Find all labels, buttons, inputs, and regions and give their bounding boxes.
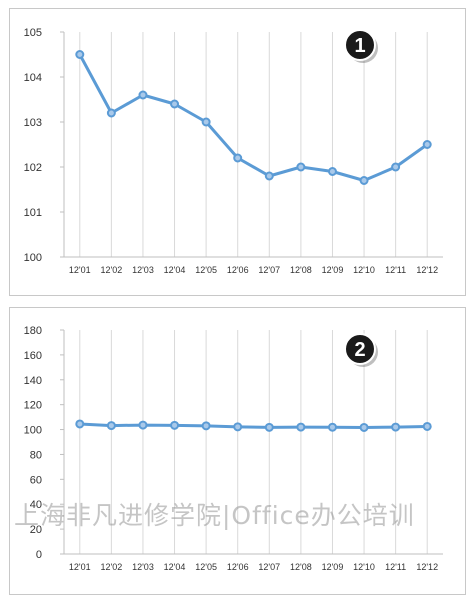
watermark-text: 上海非凡进修学院|Office办公培训	[14, 501, 415, 530]
data-point	[75, 419, 85, 429]
data-point	[296, 422, 306, 432]
y-tick-label: 60	[30, 474, 42, 486]
series-line	[79, 422, 428, 429]
y-tick-label: 104	[24, 72, 42, 84]
series-line	[78, 53, 429, 182]
data-point	[138, 90, 148, 100]
y-tick-label: 100	[24, 425, 42, 437]
x-tick-label: 12'07	[258, 562, 280, 572]
y-tick-label: 103	[24, 117, 42, 129]
x-tick-label: 12'01	[69, 265, 91, 275]
x-tick-label: 12'11	[385, 562, 406, 572]
y-tick-label: 20	[30, 524, 42, 536]
number-badge-label: 1	[354, 35, 365, 57]
y-tick-label: 40	[30, 499, 42, 511]
x-tick-label: 12'08	[290, 265, 312, 275]
x-tick-label: 12'04	[164, 562, 186, 572]
data-point	[391, 162, 401, 172]
data-point	[391, 422, 401, 432]
line-chart-1: 100 101 102 103 104 105 12'01 12'02 12'03 12'04 12…	[24, 27, 443, 275]
data-point	[233, 422, 243, 432]
number-badge-label: 2	[354, 339, 365, 361]
data-point	[106, 108, 116, 118]
data-point	[201, 421, 211, 431]
y-tick-label: 120	[24, 400, 42, 412]
data-point	[233, 153, 243, 163]
x-tick-label: 12'07	[258, 265, 280, 275]
data-point	[106, 421, 116, 431]
x-tick-label: 12'08	[290, 562, 312, 572]
data-point	[327, 167, 337, 176]
number-badge-circle	[344, 333, 376, 365]
x-tick-label: 12'03	[132, 265, 154, 275]
data-point	[264, 422, 274, 432]
x-tick-label: 12'06	[227, 265, 249, 275]
chart-panel-2: 0 20 40 60 80 100 120 140 160 180 12'01 12'02 12'03 1…	[9, 307, 466, 595]
x-tick-label: 12'12	[416, 562, 438, 572]
data-point	[75, 50, 85, 59]
data-point	[359, 422, 369, 432]
y-tick-label: 101	[24, 207, 42, 219]
x-tick-label: 12'02	[101, 562, 123, 572]
x-tick-label: 12'11	[385, 265, 406, 275]
data-point	[296, 162, 306, 172]
data-point	[327, 422, 337, 432]
x-tick-label: 12'04	[164, 265, 186, 275]
y-tick-label: 160	[24, 350, 42, 362]
x-tick-label: 12'10	[353, 562, 375, 572]
data-point	[359, 176, 369, 185]
x-tick-label: 12'03	[132, 562, 154, 572]
data-point	[138, 420, 148, 430]
y-tick-label: 80	[30, 449, 42, 461]
x-tick-label: 12'09	[322, 265, 344, 275]
data-point	[201, 117, 211, 127]
x-tick-label: 12'01	[69, 562, 91, 572]
x-tick-label: 12'10	[353, 265, 375, 275]
x-tick-label: 12'12	[416, 265, 438, 275]
line-chart-2: 0 20 40 60 80 100 120 140 160 180 12'01 12'02 12'03 1…	[24, 325, 443, 572]
x-tick-label: 12'02	[101, 265, 123, 275]
y-tick-label: 102	[24, 162, 42, 174]
number-badge-circle	[344, 29, 376, 61]
y-tick-label: 180	[24, 325, 42, 337]
data-point	[422, 421, 432, 431]
data-point	[170, 420, 180, 430]
data-point	[264, 171, 274, 181]
y-tick-label: 100	[24, 252, 42, 264]
y-tick-label: 140	[24, 375, 42, 387]
y-tick-label: 105	[24, 27, 42, 39]
data-point	[170, 99, 180, 109]
x-tick-label: 12'05	[195, 265, 217, 275]
chart-panel-1: 100 101 102 103 104 105 12'01 12'02 12'03 12'04 12…	[9, 8, 466, 296]
x-tick-label: 12'05	[195, 562, 217, 572]
data-point	[422, 140, 432, 149]
x-tick-label: 12'09	[322, 562, 344, 572]
x-tick-label: 12'06	[227, 562, 249, 572]
y-tick-label: 0	[36, 549, 42, 561]
